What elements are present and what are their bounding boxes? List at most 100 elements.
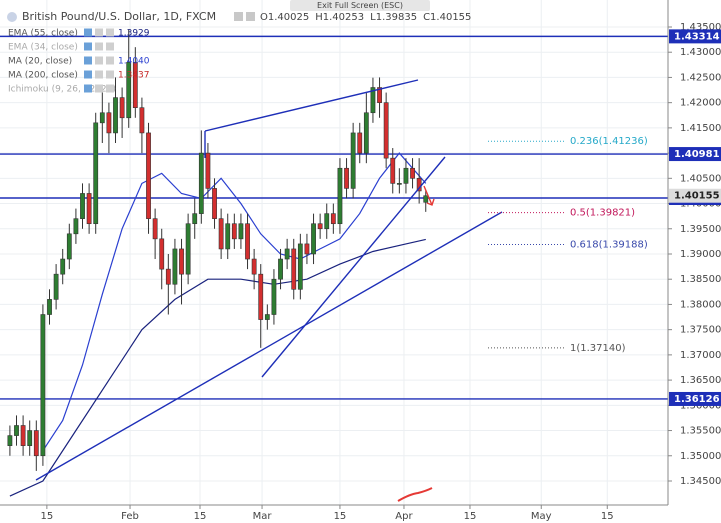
fullscreen-button[interactable] [290, 0, 430, 11]
y-tick-label: 1.42000 [680, 98, 721, 109]
fib-label: 0.5(1.39821) [570, 208, 635, 219]
ohlc-value: 1.39835 [376, 12, 417, 23]
icon[interactable] [246, 12, 255, 21]
legend: EMA (55, close) 1.3929 EMA (34, close) MA (… [8, 28, 150, 95]
candle-body [146, 132, 151, 219]
ohlc-value: 1.40253 [323, 12, 364, 23]
trend-line [261, 156, 446, 378]
y-tick-label: 1.42500 [680, 72, 721, 83]
candle-body [185, 223, 191, 275]
indicator-lines [9, 152, 427, 497]
price-axis [668, 0, 721, 523]
candle-body [284, 248, 290, 260]
y-tick-label: 1.35000 [680, 451, 721, 462]
indicator-line [42, 152, 427, 452]
y-tick-label: 1.34500 [680, 476, 721, 487]
legend-icon [95, 28, 103, 37]
legend-icon [84, 28, 92, 37]
price-label: 1.40155 [674, 191, 720, 202]
y-tick-label: 1.38500 [680, 274, 721, 285]
legend-icon [84, 84, 92, 93]
candle-body [99, 112, 105, 124]
candle-body [113, 97, 118, 134]
x-tick-label: Feb [121, 511, 139, 522]
y-tick-label: 1.38000 [680, 299, 721, 310]
candle-body [119, 97, 125, 119]
legend-label: MA (20, close) [8, 57, 72, 67]
candle-body [66, 233, 72, 260]
candle-body [225, 223, 231, 250]
x-tick-label: 15 [601, 511, 614, 522]
legend-label: EMA (34, close) [8, 43, 78, 53]
candle-body [344, 167, 349, 189]
legend-value: 1.3929 [118, 29, 150, 39]
candle-body [60, 258, 66, 275]
trend-line [204, 79, 419, 132]
arrow [423, 185, 435, 206]
trend-lines [35, 79, 503, 502]
fullscreen-label[interactable]: Exit Full Screen (ESC) [317, 1, 403, 10]
ohlc-label: O [260, 12, 268, 23]
ohlc-value: 1.40025 [268, 12, 309, 23]
fib-label: 1(1.37140) [570, 343, 626, 354]
x-tick-label: 15 [40, 511, 53, 522]
candle-body [357, 132, 363, 154]
ohlc-label: C [423, 12, 430, 23]
candle-body [271, 278, 277, 315]
x-tick-label: 15 [334, 511, 347, 522]
candle-body [73, 218, 79, 235]
y-tick-label: 1.40500 [680, 173, 721, 184]
axis-labels: 1.345001.350001.355001.360001.365001.370… [40, 22, 721, 522]
y-tick-label: 1.37500 [680, 325, 721, 336]
y-tick-label: 1.43000 [680, 47, 721, 58]
candle-body [423, 195, 429, 203]
candle-body [264, 314, 270, 320]
icon[interactable] [234, 12, 243, 21]
x-tick-label: 15 [464, 511, 477, 522]
candle-body [20, 425, 26, 446]
candle-body [218, 218, 224, 250]
candle-body [7, 435, 13, 446]
candle-body [390, 157, 396, 184]
y-tick-label: 1.39000 [680, 249, 721, 260]
candle-body [47, 299, 52, 315]
legend-icon [95, 70, 103, 79]
x-tick-label: May [531, 511, 552, 522]
legend-icon [84, 56, 92, 65]
level-label: 1.40981 [674, 149, 720, 160]
candle-body [245, 223, 250, 260]
candle-body [383, 102, 389, 159]
candle-body [330, 213, 336, 225]
candle-body [165, 268, 171, 285]
x-tick-label: Mar [253, 511, 273, 522]
candle-body [126, 61, 132, 119]
legend-icon [84, 70, 92, 79]
candle-body [179, 248, 184, 275]
candle-body [40, 314, 46, 457]
trend-line [35, 211, 503, 481]
y-tick-label: 1.36500 [680, 375, 721, 386]
level-box [669, 29, 721, 44]
candle-body [297, 243, 303, 290]
candle-body [370, 87, 376, 114]
legend-icon [106, 84, 114, 93]
candle-body [198, 152, 204, 214]
candle-body [33, 430, 39, 457]
candle-body [205, 152, 211, 189]
legend-label: Ichimoku (9, 26, 52, 26) [8, 85, 116, 95]
legend-icon [95, 56, 103, 65]
candle-body [106, 112, 112, 134]
legend-icon [95, 42, 103, 51]
legend-label: EMA (55, close) [8, 29, 78, 39]
candle-body [410, 167, 415, 179]
legend-value: 1.4040 [118, 57, 150, 67]
candle-body [251, 258, 257, 275]
candle-body [93, 122, 99, 225]
y-tick-label: 1.35500 [680, 426, 721, 437]
drawing [397, 487, 433, 502]
level-box [669, 147, 721, 162]
candle-body [238, 223, 244, 240]
ohlc-label: H [315, 12, 323, 23]
candle-body [53, 273, 59, 300]
